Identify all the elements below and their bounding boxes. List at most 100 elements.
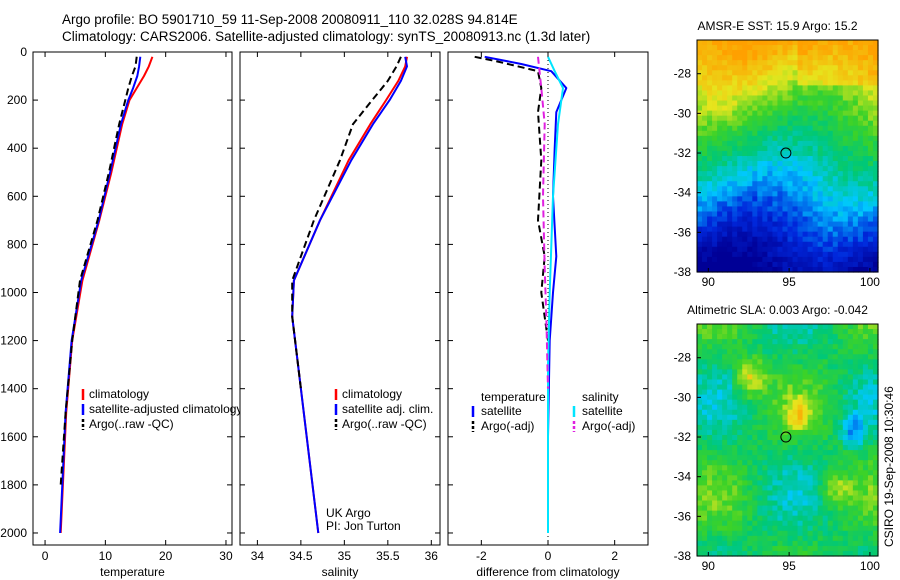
heatmap-cell [852,379,859,386]
heatmap-cell [802,226,809,233]
heatmap-cell [717,455,723,461]
heatmap-cell [802,140,809,147]
heatmap-cell [797,490,804,497]
heatmap-cell [777,545,784,552]
heatmap-cell [817,374,824,381]
heatmap-cell [737,40,743,46]
heatmap-cell [837,329,844,335]
heatmap-cell [772,445,779,451]
heatmap-cell [702,40,708,46]
heatmap-cell [717,339,723,345]
heatmap-cell [747,181,753,187]
heatmap-cell [747,455,753,461]
heatmap-cell [832,339,839,345]
heatmap-cell [732,236,738,243]
heatmap-cell [847,440,854,446]
heatmap-cell [832,231,839,238]
heatmap-cell [797,364,804,370]
temperature-panel-xlabel: temperature [100,565,165,579]
heatmap-cell [707,510,713,517]
heatmap-cell [802,100,809,107]
heatmap-cell [707,150,713,157]
heatmap-cell [847,480,854,486]
heatmap-cell [842,181,849,187]
heatmap-cell [827,45,834,51]
heatmap-cell [842,110,849,117]
heatmap-cell [847,510,854,517]
heatmap-cell [862,241,869,248]
heatmap-cell [717,490,723,497]
heatmap-cell [872,140,879,147]
heatmap-cell [812,329,819,335]
heatmap-cell [737,161,743,167]
heatmap-cell [712,50,718,56]
heatmap-cell [717,384,723,391]
heatmap-cell [857,65,864,71]
heatmap-cell [782,90,789,97]
heatmap-cell [807,409,814,416]
heatmap-cell [712,475,718,481]
heatmap-cell [742,414,748,421]
heatmap-cell [827,50,834,56]
heatmap-cell [792,480,799,486]
heatmap-cell [722,221,728,228]
heatmap-cell [727,70,733,76]
heatmap-cell [747,70,753,76]
heatmap-cell [847,266,854,273]
x-tick-label: -2 [476,549,487,563]
heatmap-cell [822,540,829,547]
heatmap-cell [827,460,834,466]
heatmap-cell [812,181,819,187]
heatmap-cell [827,384,834,391]
heatmap-cell [717,334,723,340]
heatmap-cell [712,324,718,330]
heatmap-cell [757,150,763,157]
heatmap-cell [727,40,733,46]
heatmap-cell [742,85,748,92]
heatmap-cell [852,495,859,502]
heatmap-cell [762,216,768,223]
heatmap-cell [772,409,779,416]
heatmap-cell [737,419,743,426]
heatmap-cell [767,374,774,381]
heatmap-cell [747,186,753,192]
heatmap-cell [747,460,753,466]
heatmap-cell [837,450,844,456]
heatmap-cell [782,475,789,481]
heatmap-cell [817,480,824,486]
x-tick-label: 100 [860,275,880,289]
heatmap-cell [767,510,774,517]
heatmap-cell [837,150,844,157]
heatmap-cell [717,525,723,532]
heatmap-cell [797,480,804,486]
heatmap-cell [837,241,844,248]
heatmap-cell [842,90,849,97]
heatmap-cell [787,125,794,132]
heatmap-cell [792,251,799,258]
heatmap-cell [722,201,728,208]
heatmap-cell [737,261,743,268]
heatmap-cell [852,399,859,406]
heatmap-cell [837,120,844,127]
heatmap-cell [837,95,844,102]
heatmap-cell [862,55,869,61]
heatmap-cell [802,500,809,507]
heatmap-cell [772,399,779,406]
heatmap-cell [757,50,763,56]
heatmap-cell [847,364,854,370]
heatmap-cell [827,470,834,476]
heatmap-cell [822,470,829,476]
heatmap-cell [797,495,804,502]
heatmap-cell [742,140,748,147]
heatmap-cell [697,540,703,547]
heatmap-cell [737,359,743,365]
heatmap-cell [847,525,854,532]
heatmap-cell [797,261,804,268]
heatmap-cell [752,445,758,451]
heatmap-cell [862,226,869,233]
heatmap-cell [712,65,718,71]
heatmap-cell [712,505,718,512]
heatmap-cell [727,379,733,386]
heatmap-cell [857,394,864,401]
heatmap-cell [787,359,794,365]
